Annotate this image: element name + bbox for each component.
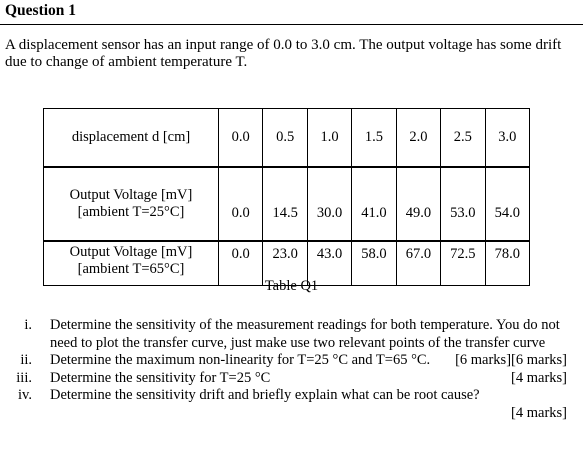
table-cell: 43.0 xyxy=(306,240,353,286)
question-text: Determine the maximum non-linearity for … xyxy=(50,352,431,368)
question-number: i. xyxy=(24,317,32,333)
question-item: ii. Determine the maximum non-linearity … xyxy=(0,352,583,370)
table-caption: Table Q1 xyxy=(264,278,319,294)
table-cell: 1.0 xyxy=(306,108,353,168)
table-row: displacement d [cm] 0.0 0.5 1.0 1.5 2.0 … xyxy=(43,108,531,168)
table-cell: 23.0 xyxy=(262,240,308,286)
row-label: displacement d [cm] xyxy=(43,108,219,168)
table-cell: 41.0 xyxy=(351,166,397,242)
table-cell: 2.5 xyxy=(440,108,486,168)
table-cell: 0.0 xyxy=(217,108,264,168)
question-number: iii. xyxy=(16,369,32,386)
question-number: iv. xyxy=(18,387,32,403)
table-cell: 49.0 xyxy=(395,166,442,242)
table-cell: 0.0 xyxy=(217,166,264,242)
row-label: Output Voltage [mV] [ambient T=65°C] xyxy=(43,240,219,286)
question-marks: [6 marks] xyxy=(511,352,567,368)
table-cell: 30.0 xyxy=(306,166,353,242)
question-marks: [4 marks] xyxy=(511,369,567,386)
table-cell: 1.5 xyxy=(351,108,397,168)
data-table: displacement d [cm] 0.0 0.5 1.0 1.5 2.0 … xyxy=(43,108,531,286)
table-cell: 67.0 xyxy=(395,240,442,286)
question-marks: [4 marks] xyxy=(511,404,567,421)
row-label: Output Voltage [mV] [ambient T=25°C] xyxy=(43,166,219,242)
intro-paragraph: A displacement sensor has an input range… xyxy=(5,37,562,70)
question-text: Determine the sensitivity for T=25 °C xyxy=(50,369,271,386)
table-cell: 0.5 xyxy=(262,108,308,168)
table-cell: 14.5 xyxy=(262,166,308,242)
table-row: Output Voltage [mV] [ambient T=65°C] 0.0 … xyxy=(43,240,531,286)
table-cell: 2.0 xyxy=(395,108,442,168)
table-cell: 78.0 xyxy=(484,240,531,286)
table-cell: 53.0 xyxy=(440,166,486,242)
table-row: Output Voltage [mV] [ambient T=25°C] 0.0 … xyxy=(43,166,531,242)
table-cell: 3.0 xyxy=(484,108,531,168)
question-title: Question 1 xyxy=(5,2,77,19)
question-text: Determine the sensitivity drift and brie… xyxy=(50,387,480,403)
table-cell: 54.0 xyxy=(484,166,531,242)
table-cell: 0.0 xyxy=(217,240,264,286)
question-number: ii. xyxy=(20,352,32,368)
question-list: i. Determine the sensitivity of the meas… xyxy=(0,317,583,422)
table-cell: 72.5 xyxy=(440,240,486,286)
question-marks: [6 marks] xyxy=(455,352,512,368)
question-item: i. Determine the sensitivity of the meas… xyxy=(0,317,583,368)
question-item: iv. Determine the sensitivity drift and … xyxy=(0,387,583,422)
title-divider xyxy=(0,24,583,25)
question-text: Determine the sensitivity of the measure… xyxy=(50,317,560,351)
question-item: iii. Determine the sensitivity for T=25 … xyxy=(0,370,583,388)
